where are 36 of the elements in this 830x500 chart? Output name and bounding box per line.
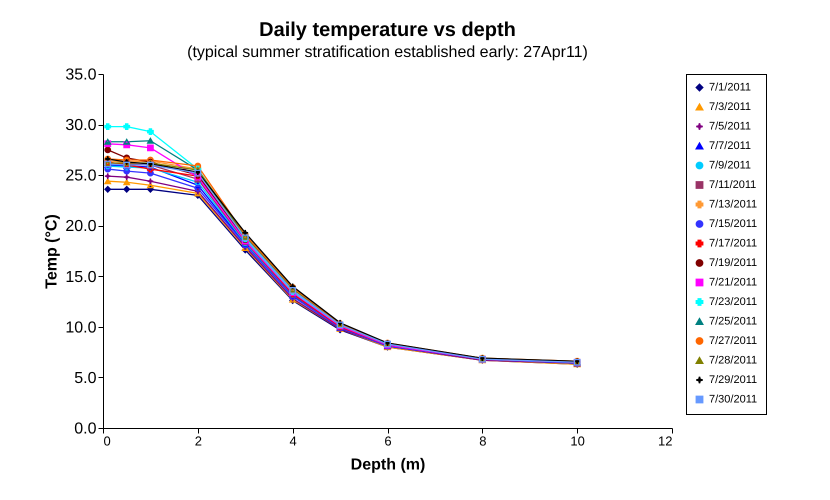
y-axis-title: Temp (°C) (43, 214, 60, 289)
x-tick-label: 6 (384, 434, 392, 448)
y-tick-label: 20.0 (65, 218, 97, 236)
legend-label: 7/11/2011 (709, 179, 756, 191)
y-tick-label: 25.0 (65, 168, 97, 185)
legend-label: 7/5/2011 (709, 120, 752, 132)
chart-title: Daily temperature vs depth (259, 19, 516, 41)
legend-label: 7/3/2011 (709, 101, 752, 113)
x-tick-label: 12 (658, 434, 672, 448)
x-tick-label: 4 (290, 434, 297, 448)
y-tick-label: 0.0 (74, 420, 97, 438)
x-tick-label: 2 (194, 434, 202, 448)
x-tick-label: 0 (104, 434, 111, 448)
legend-label: 7/23/2011 (709, 296, 758, 308)
x-axis-title: Depth (m) (350, 456, 426, 474)
legend-label: 7/29/2011 (709, 374, 758, 386)
chart-subtitle: (typical summer stratification established early: 27Apr11) (187, 44, 588, 61)
y-tick-label: 15.0 (65, 268, 97, 286)
legend-label: 7/17/2011 (709, 238, 758, 250)
legend-label: 7/13/2011 (709, 198, 758, 210)
legend-label: 7/19/2011 (709, 257, 758, 269)
legend-label: 7/27/2011 (709, 335, 758, 347)
legend-label: 7/28/2011 (709, 354, 758, 366)
legend-label: 7/15/2011 (709, 218, 758, 230)
y-tick-label: 5.0 (74, 370, 97, 387)
x-tick-label: 8 (479, 434, 486, 448)
y-tick-label: 35.0 (65, 66, 97, 84)
legend-label: 7/1/2011 (709, 82, 752, 94)
legend-label: 7/7/2011 (709, 140, 752, 152)
y-tick-label: 10.0 (65, 319, 97, 336)
legend-label: 7/9/2011 (709, 160, 752, 172)
legend-label: 7/30/2011 (709, 394, 758, 406)
legend-label: 7/21/2011 (709, 276, 758, 288)
y-tick-label: 30.0 (65, 117, 97, 134)
legend-label: 7/25/2011 (709, 316, 758, 328)
x-tick-label: 10 (570, 434, 585, 448)
